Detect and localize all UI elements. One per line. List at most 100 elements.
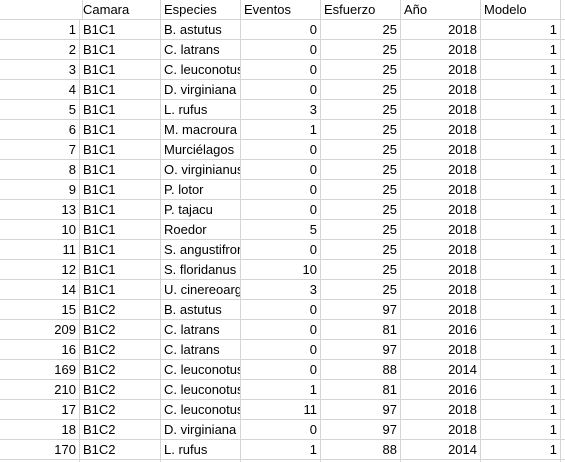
cell-empty[interactable] bbox=[561, 260, 565, 280]
cell-row-id[interactable]: 8 bbox=[0, 160, 80, 180]
cell-empty[interactable] bbox=[561, 100, 565, 120]
cell-modelo[interactable]: 1 bbox=[481, 420, 561, 440]
cell-esfuerzo[interactable]: 25 bbox=[321, 180, 401, 200]
cell-esfuerzo[interactable]: 81 bbox=[321, 380, 401, 400]
cell-modelo[interactable]: 1 bbox=[481, 440, 561, 460]
cell-modelo[interactable]: 1 bbox=[481, 140, 561, 160]
cell-row-id[interactable]: 170 bbox=[0, 440, 80, 460]
cell-especies[interactable]: P. tajacu bbox=[161, 200, 241, 220]
cell-eventos[interactable]: 10 bbox=[241, 260, 321, 280]
header-cell-anio[interactable]: Año bbox=[401, 0, 481, 20]
cell-camara[interactable]: B1C1 bbox=[80, 200, 161, 220]
cell-esfuerzo[interactable]: 25 bbox=[321, 140, 401, 160]
cell-anio[interactable]: 2016 bbox=[401, 320, 481, 340]
cell-anio[interactable]: 2018 bbox=[401, 120, 481, 140]
cell-esfuerzo[interactable]: 97 bbox=[321, 400, 401, 420]
cell-empty[interactable] bbox=[561, 440, 565, 460]
cell-especies[interactable]: Murciélagos bbox=[161, 140, 241, 160]
cell-empty[interactable] bbox=[561, 300, 565, 320]
cell-modelo[interactable]: 1 bbox=[481, 80, 561, 100]
cell-empty[interactable] bbox=[561, 0, 565, 20]
header-cell-esfuerzo[interactable]: Esfuerzo bbox=[321, 0, 401, 20]
cell-esfuerzo[interactable]: 97 bbox=[321, 420, 401, 440]
cell-empty[interactable] bbox=[561, 200, 565, 220]
cell-row-id[interactable]: 6 bbox=[0, 120, 80, 140]
cell-modelo[interactable]: 1 bbox=[481, 60, 561, 80]
cell-anio[interactable]: 2018 bbox=[401, 100, 481, 120]
cell-modelo[interactable]: 1 bbox=[481, 260, 561, 280]
cell-modelo[interactable]: 1 bbox=[481, 400, 561, 420]
cell-eventos[interactable]: 0 bbox=[241, 160, 321, 180]
cell-modelo[interactable]: 1 bbox=[481, 320, 561, 340]
cell-especies[interactable]: S. angustifrons bbox=[161, 240, 241, 260]
cell-anio[interactable]: 2016 bbox=[401, 380, 481, 400]
cell-especies[interactable]: C. latrans bbox=[161, 40, 241, 60]
cell-especies[interactable] bbox=[161, 460, 241, 462]
cell-anio[interactable]: 2018 bbox=[401, 420, 481, 440]
cell-especies[interactable]: C. leuconotus bbox=[161, 60, 241, 80]
cell-camara[interactable]: B1C1 bbox=[80, 60, 161, 80]
cell-especies[interactable]: C. leuconotus bbox=[161, 360, 241, 380]
cell-especies[interactable]: O. virginianus bbox=[161, 160, 241, 180]
cell-anio[interactable]: 2014 bbox=[401, 360, 481, 380]
cell-esfuerzo[interactable]: 88 bbox=[321, 440, 401, 460]
cell-modelo[interactable]: 1 bbox=[481, 40, 561, 60]
cell-empty[interactable] bbox=[561, 400, 565, 420]
cell-camara[interactable]: B1C1 bbox=[80, 160, 161, 180]
cell-esfuerzo[interactable]: 25 bbox=[321, 160, 401, 180]
cell-modelo[interactable]: 1 bbox=[481, 120, 561, 140]
header-cell-especies[interactable]: Especies bbox=[161, 0, 241, 20]
cell-empty[interactable] bbox=[561, 160, 565, 180]
cell-modelo[interactable]: 1 bbox=[481, 180, 561, 200]
cell-anio[interactable]: 2018 bbox=[401, 160, 481, 180]
header-cell-eventos[interactable]: Eventos bbox=[241, 0, 321, 20]
cell-esfuerzo[interactable]: 25 bbox=[321, 120, 401, 140]
cell-row-id[interactable]: 14 bbox=[0, 280, 80, 300]
cell-esfuerzo[interactable]: 25 bbox=[321, 40, 401, 60]
cell-esfuerzo[interactable]: 97 bbox=[321, 300, 401, 320]
cell-camara[interactable]: B1C1 bbox=[80, 220, 161, 240]
cell-empty[interactable] bbox=[561, 380, 565, 400]
header-cell-modelo[interactable]: Modelo bbox=[481, 0, 561, 20]
cell-camara[interactable]: B1C1 bbox=[80, 240, 161, 260]
cell-camara[interactable]: B1C2 bbox=[80, 420, 161, 440]
cell-empty[interactable] bbox=[561, 360, 565, 380]
cell-row-id[interactable]: 5 bbox=[0, 100, 80, 120]
cell-camara[interactable]: B1C2 bbox=[80, 320, 161, 340]
cell-eventos[interactable]: 3 bbox=[241, 100, 321, 120]
cell-modelo[interactable]: 1 bbox=[481, 340, 561, 360]
cell-especies[interactable]: S. floridanus bbox=[161, 260, 241, 280]
cell-empty[interactable] bbox=[561, 80, 565, 100]
cell-camara[interactable]: B1C1 bbox=[80, 100, 161, 120]
cell-eventos[interactable]: 0 bbox=[241, 340, 321, 360]
cell-row-id[interactable]: 209 bbox=[0, 320, 80, 340]
cell-camara[interactable]: B1C1 bbox=[80, 280, 161, 300]
cell-camara[interactable]: B1C2 bbox=[80, 360, 161, 380]
cell-eventos[interactable]: 0 bbox=[241, 420, 321, 440]
cell-modelo[interactable]: 1 bbox=[481, 220, 561, 240]
cell-camara[interactable]: B1C1 bbox=[80, 80, 161, 100]
cell-eventos[interactable]: 11 bbox=[241, 400, 321, 420]
cell-modelo[interactable] bbox=[481, 460, 561, 462]
cell-anio[interactable]: 2018 bbox=[401, 80, 481, 100]
cell-empty[interactable] bbox=[561, 420, 565, 440]
cell-row-id[interactable]: 15 bbox=[0, 300, 80, 320]
cell-esfuerzo[interactable] bbox=[321, 460, 401, 462]
cell-eventos[interactable]: 0 bbox=[241, 240, 321, 260]
cell-anio[interactable] bbox=[401, 460, 481, 462]
cell-esfuerzo[interactable]: 25 bbox=[321, 200, 401, 220]
cell-eventos[interactable]: 0 bbox=[241, 20, 321, 40]
cell-row-id[interactable]: 4 bbox=[0, 80, 80, 100]
cell-camara[interactable]: B1C1 bbox=[80, 20, 161, 40]
cell-empty[interactable] bbox=[561, 340, 565, 360]
cell-empty[interactable] bbox=[561, 180, 565, 200]
cell-row-id[interactable]: 3 bbox=[0, 60, 80, 80]
cell-modelo[interactable]: 1 bbox=[481, 300, 561, 320]
cell-especies[interactable]: L. rufus bbox=[161, 100, 241, 120]
cell-eventos[interactable]: 3 bbox=[241, 280, 321, 300]
cell-camara[interactable]: B1C1 bbox=[80, 180, 161, 200]
cell-camara[interactable]: B1C2 bbox=[80, 400, 161, 420]
cell-camara[interactable]: B1C2 bbox=[80, 300, 161, 320]
cell-row-id[interactable]: 13 bbox=[0, 200, 80, 220]
cell-camara[interactable]: B1C2 bbox=[80, 380, 161, 400]
